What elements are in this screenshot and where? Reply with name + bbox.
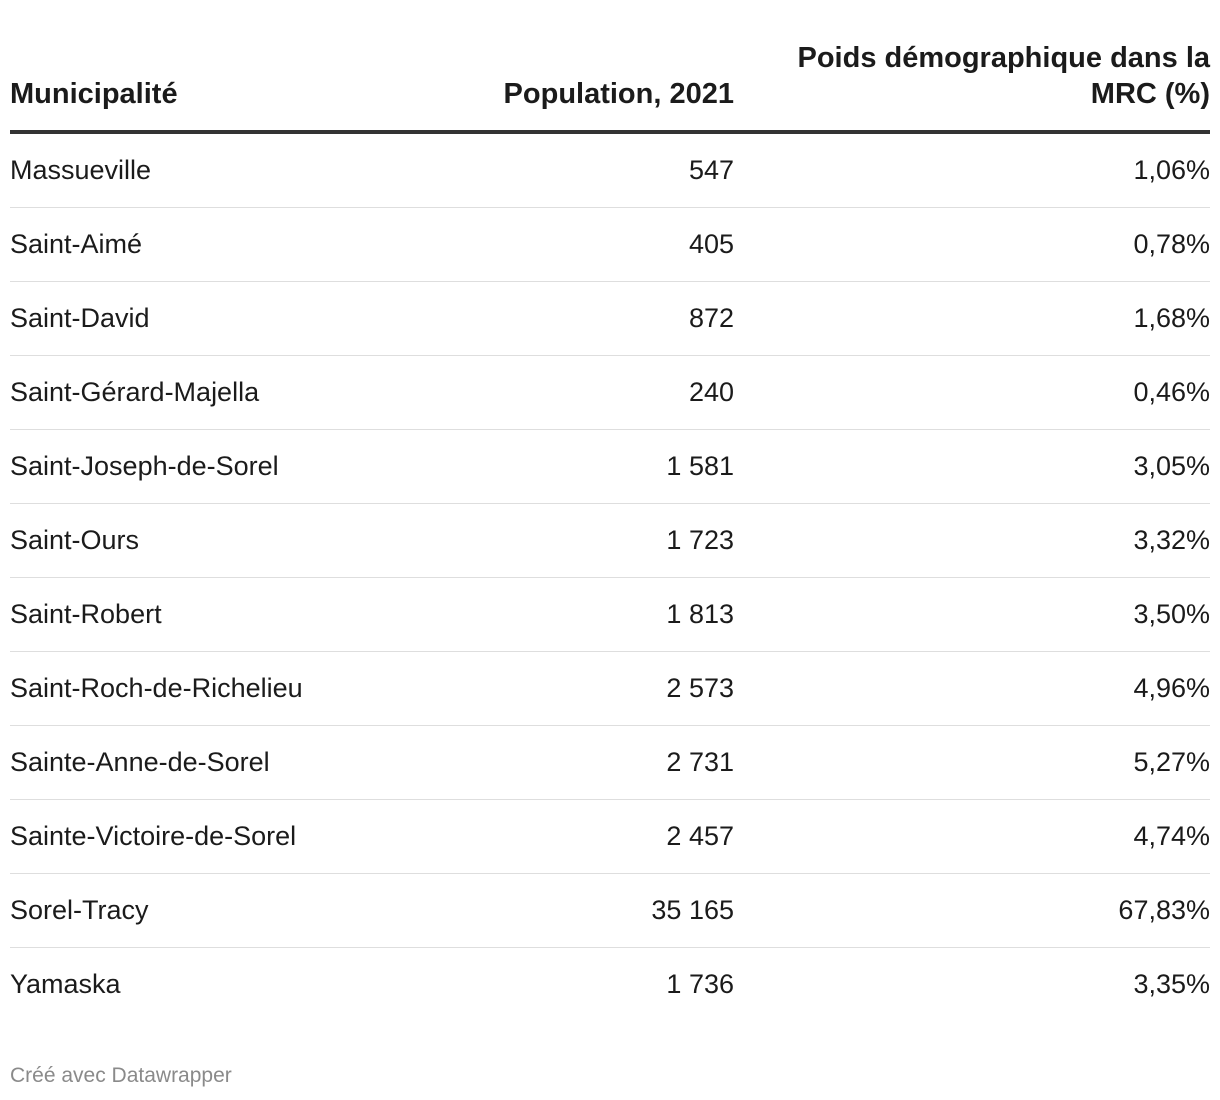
- cell-poids: 4,96%: [734, 651, 1210, 726]
- cell-municipalite: Saint-Gérard-Majella: [10, 355, 490, 430]
- cell-poids: 3,32%: [734, 503, 1210, 578]
- cell-municipalite: Saint-Robert: [10, 577, 490, 652]
- table-row: Saint-Roch-de-Richelieu 2 573 4,96%: [10, 651, 1210, 726]
- cell-poids: 1,06%: [734, 132, 1210, 208]
- table-row: Saint-Gérard-Majella 240 0,46%: [10, 355, 1210, 430]
- table-row: Saint-Aimé 405 0,78%: [10, 207, 1210, 282]
- cell-poids: 5,27%: [734, 725, 1210, 800]
- cell-poids: 0,46%: [734, 355, 1210, 430]
- cell-population: 2 573: [490, 651, 734, 726]
- table-body: Massueville 547 1,06% Saint-Aimé 405 0,7…: [10, 132, 1210, 1021]
- cell-poids: 3,05%: [734, 429, 1210, 504]
- header-row: Municipalité Population, 2021 Poids démo…: [10, 40, 1210, 134]
- table-row: Saint-Robert 1 813 3,50%: [10, 577, 1210, 652]
- table-row: Massueville 547 1,06%: [10, 132, 1210, 208]
- cell-poids: 1,68%: [734, 281, 1210, 356]
- cell-municipalite: Saint-David: [10, 281, 490, 356]
- cell-poids: 0,78%: [734, 207, 1210, 282]
- cell-population: 1 736: [666, 969, 734, 999]
- cell-municipalite: Yamaska: [10, 969, 121, 999]
- cell-population: 2 731: [490, 725, 734, 800]
- table-row: Sainte-Anne-de-Sorel 2 731 5,27%: [10, 725, 1210, 800]
- population-table-container: Municipalité Population, 2021 Poids démo…: [10, 40, 1210, 1021]
- cell-municipalite: Massueville: [10, 132, 490, 208]
- column-header-municipalite[interactable]: Municipalité: [10, 40, 490, 134]
- cell-population: 872: [490, 281, 734, 356]
- cell-population: 547: [490, 132, 734, 208]
- population-table: Municipalité Population, 2021 Poids démo…: [10, 40, 1210, 1021]
- cell-poids: 67,83%: [734, 873, 1210, 948]
- table-row: Saint-Ours 1 723 3,32%: [10, 503, 1210, 578]
- cell-municipalite: Saint-Roch-de-Richelieu: [10, 651, 490, 726]
- cell-population: 405: [490, 207, 734, 282]
- cell-municipalite: Sorel-Tracy: [10, 873, 490, 948]
- table-row: Saint-David 872 1,68%: [10, 281, 1210, 356]
- datawrapper-credit[interactable]: Créé avec Datawrapper: [10, 1064, 232, 1087]
- cell-municipalite: Saint-Aimé: [10, 207, 490, 282]
- table-row: Saint-Joseph-de-Sorel 1 581 3,05%: [10, 429, 1210, 504]
- cell-population: 240: [490, 355, 734, 430]
- table-row: Yamaska 1 736 3,35%: [10, 948, 1210, 1022]
- cell-municipalite: Sainte-Anne-de-Sorel: [10, 725, 490, 800]
- cell-population: 1 581: [490, 429, 734, 504]
- cell-municipalite: Sainte-Victoire-de-Sorel: [10, 799, 490, 874]
- cell-poids: 4,74%: [734, 799, 1210, 874]
- table-row: Sorel-Tracy 35 165 67,83%: [10, 873, 1210, 948]
- column-header-poids[interactable]: Poids démographique dans la MRC (%): [734, 40, 1210, 134]
- cell-population: 1 723: [490, 503, 734, 578]
- cell-population: 1 813: [490, 577, 734, 652]
- column-header-population[interactable]: Population, 2021: [490, 40, 734, 134]
- table-row: Sainte-Victoire-de-Sorel 2 457 4,74%: [10, 799, 1210, 874]
- cell-population: 2 457: [490, 799, 734, 874]
- cell-municipalite: Saint-Joseph-de-Sorel: [10, 429, 490, 504]
- cell-population: 35 165: [490, 873, 734, 948]
- cell-poids: 3,50%: [734, 577, 1210, 652]
- cell-municipalite: Saint-Ours: [10, 503, 490, 578]
- table-header: Municipalité Population, 2021 Poids démo…: [10, 40, 1210, 134]
- cell-poids: 3,35%: [1133, 969, 1210, 999]
